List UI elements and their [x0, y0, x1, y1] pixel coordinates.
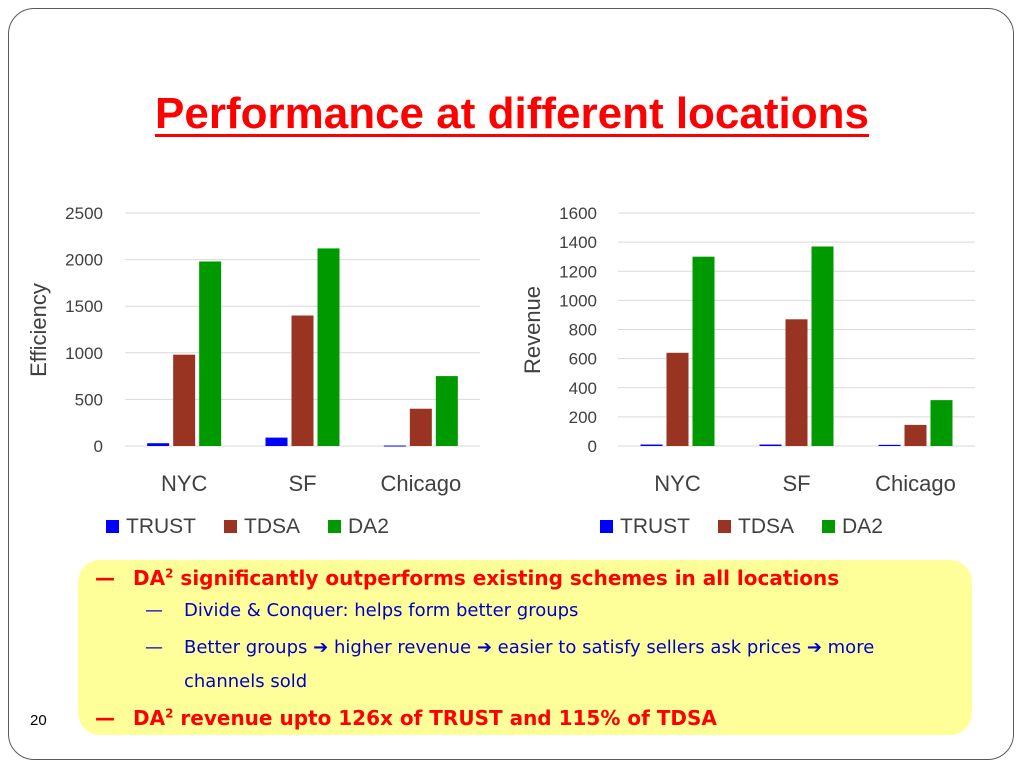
y-tick-label: 2000: [65, 251, 103, 270]
sub-bullet-text: Divide & Conquer: helps form better grou…: [184, 600, 579, 621]
y-tick-label: 1500: [65, 297, 103, 316]
dash-icon: —: [145, 600, 163, 621]
sub-bullet-divide-conquer: — Divide & Conquer: helps form better gr…: [145, 600, 578, 621]
bullet-da2-revenue: — DA2 revenue upto 126x of TRUST and 115…: [95, 706, 717, 730]
y-axis-label: Efficiency: [26, 283, 51, 377]
sub-bullet-better-groups: — Better groups ➔ higher revenue ➔ easie…: [145, 631, 904, 699]
category-label: SF: [288, 471, 316, 496]
bar-trust: [759, 444, 782, 446]
legend-swatch-trust: [600, 520, 613, 533]
bar-da2: [317, 248, 340, 446]
category-label: Chicago: [380, 471, 461, 496]
legend-label: DA2: [348, 515, 389, 538]
category-label: SF: [782, 471, 810, 496]
bar-trust: [147, 443, 170, 446]
category-label: NYC: [654, 471, 701, 496]
bar-tdsa: [409, 408, 432, 446]
right-arrow-icon: ➔: [806, 637, 822, 658]
category-label: NYC: [161, 471, 208, 496]
y-tick-label: 600: [569, 350, 597, 369]
bar-trust: [265, 437, 288, 446]
legend-label: TDSA: [244, 515, 300, 538]
bar-tdsa: [785, 319, 808, 446]
dash-icon: —: [95, 706, 115, 730]
y-axis-label: Revenue: [520, 286, 545, 374]
legend-label: TRUST: [126, 515, 196, 538]
bar-da2: [692, 256, 715, 446]
bar-tdsa: [904, 424, 927, 446]
legend-label: DA2: [842, 515, 883, 538]
bar-trust: [878, 444, 901, 446]
bar-da2: [811, 246, 834, 446]
y-tick-label: 1400: [559, 233, 597, 252]
y-tick-label: 200: [569, 408, 597, 427]
dash-icon: —: [95, 566, 115, 590]
y-tick-label: 800: [569, 321, 597, 340]
slide-title: Performance at different locations: [155, 89, 869, 138]
dash-icon: —: [145, 637, 163, 658]
page-number: 20: [30, 712, 47, 729]
legend-swatch-tdsa: [224, 520, 237, 533]
y-tick-label: 1000: [559, 291, 597, 310]
bar-tdsa: [666, 352, 689, 446]
callout-box: [78, 560, 972, 735]
y-tick-label: 0: [94, 437, 103, 456]
y-tick-label: 1000: [65, 344, 103, 363]
bar-trust: [640, 444, 663, 446]
y-tick-label: 1600: [559, 204, 597, 223]
bullet-da2-outperforms: — DA2 significantly outperforms existing…: [95, 566, 839, 590]
y-tick-label: 1200: [559, 262, 597, 281]
bar-da2: [930, 400, 953, 446]
category-label: Chicago: [875, 471, 956, 496]
bullet-text: DA2 revenue upto 126x of TRUST and 115% …: [133, 706, 717, 730]
legend-label: TRUST: [620, 515, 690, 538]
legend-swatch-trust: [106, 520, 119, 533]
legend-swatch-da2: [328, 520, 342, 533]
bar-da2: [435, 376, 458, 446]
sub-bullet-text: Better groups ➔ higher revenue ➔ easier …: [184, 637, 875, 692]
legend-swatch-da2: [822, 520, 836, 533]
bar-trust: [383, 445, 406, 447]
y-tick-label: 400: [569, 379, 597, 398]
y-tick-label: 500: [75, 390, 103, 409]
right-arrow-icon: ➔: [313, 637, 329, 658]
bar-da2: [199, 261, 222, 446]
legend-swatch-tdsa: [718, 520, 731, 533]
bar-tdsa: [291, 315, 314, 446]
right-arrow-icon: ➔: [476, 637, 492, 658]
legend-label: TDSA: [738, 515, 794, 538]
bullet-text: DA2 significantly outperforms existing s…: [133, 566, 840, 590]
bar-tdsa: [173, 354, 196, 446]
y-tick-label: 2500: [65, 204, 103, 223]
y-tick-label: 0: [588, 437, 597, 456]
